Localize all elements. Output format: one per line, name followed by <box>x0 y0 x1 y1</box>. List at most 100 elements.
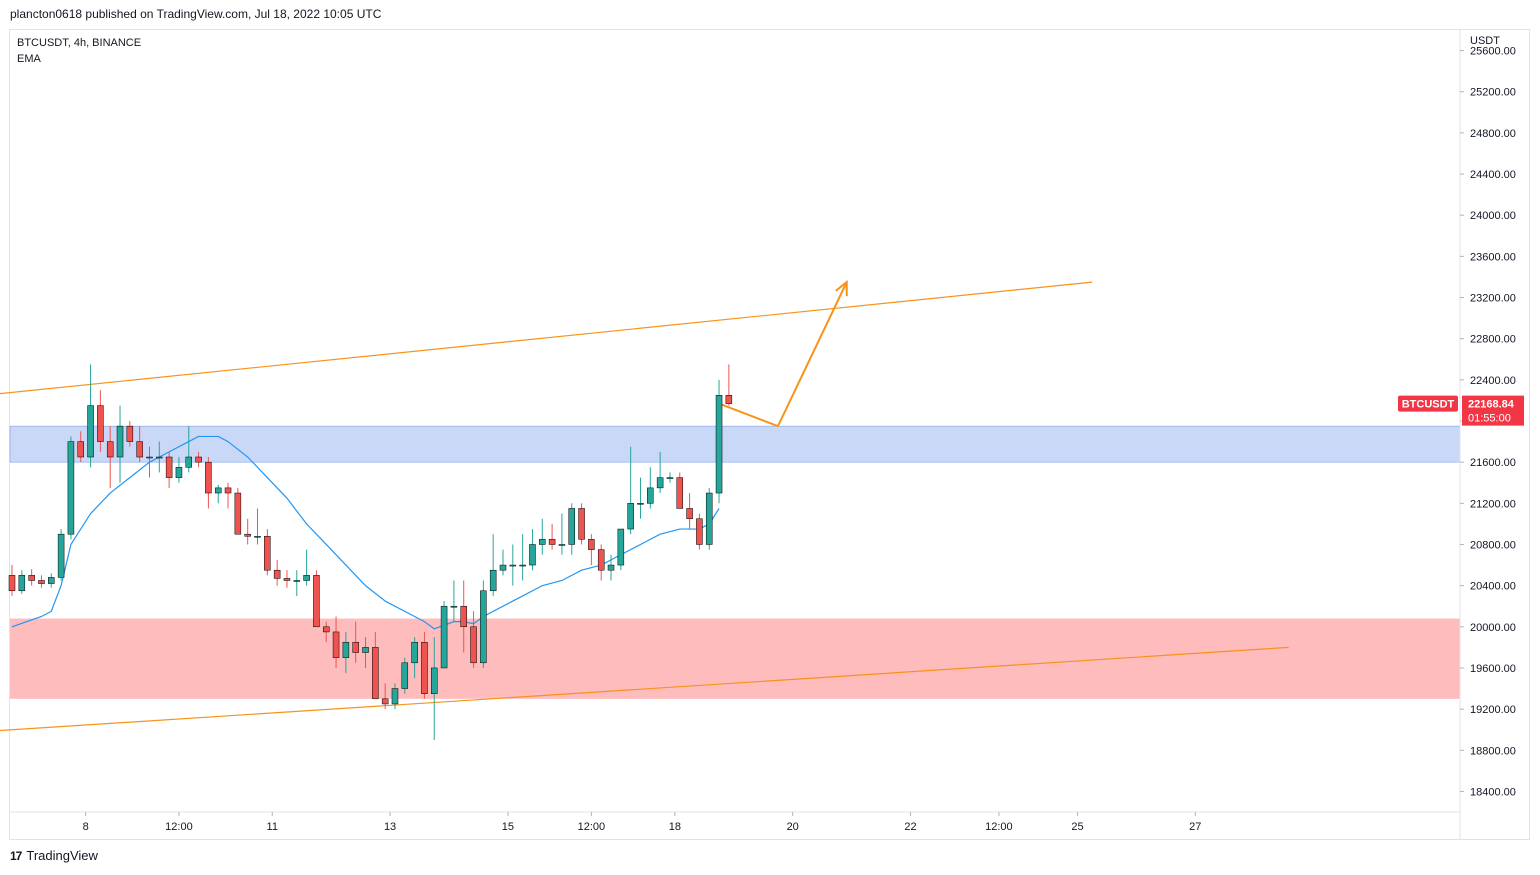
candle-body <box>146 456 153 459</box>
projection-path <box>718 281 848 428</box>
price-tick-label: 20400.00 <box>1470 581 1516 593</box>
price-tick-label: 21200.00 <box>1470 498 1516 510</box>
candle <box>332 616 340 668</box>
time-tick-label: 15 <box>502 821 514 833</box>
candle <box>156 441 163 473</box>
candle <box>185 426 193 473</box>
candle <box>617 528 625 571</box>
candle-body <box>440 605 448 669</box>
indicator-label[interactable]: EMA <box>17 53 41 65</box>
support-zone <box>10 618 1460 699</box>
candle-body <box>617 528 625 566</box>
candle <box>106 426 114 488</box>
candle-body <box>489 569 497 592</box>
candle <box>440 601 448 669</box>
candle <box>254 508 261 545</box>
candle-body <box>362 647 369 653</box>
symbol-tag <box>1398 395 1458 412</box>
candle-body <box>97 405 104 442</box>
candle <box>568 503 575 555</box>
candle <box>303 549 310 586</box>
symbol-legend: BTCUSDT, 4h, BINANCE EMA <box>17 35 141 67</box>
candle <box>116 405 124 483</box>
candle <box>293 570 301 596</box>
candle <box>342 631 350 674</box>
lower-trendline <box>0 646 1289 732</box>
candle-body <box>283 578 291 581</box>
candle <box>97 390 104 452</box>
projection-arrow-icon <box>835 280 848 297</box>
candle-body <box>106 441 114 458</box>
candle-body <box>116 425 124 458</box>
time-tick-label: 8 <box>83 821 89 833</box>
footer-brand[interactable]: 17 TradingView <box>10 848 98 863</box>
candle-body <box>421 641 428 694</box>
ema-layer <box>11 435 720 630</box>
candle-body <box>136 441 143 458</box>
candle <box>666 472 674 483</box>
candle-body <box>165 456 173 478</box>
candle-body <box>705 492 713 545</box>
candle-body <box>175 467 183 478</box>
candle-body <box>548 539 556 545</box>
candle <box>38 575 45 588</box>
candle-body <box>696 518 703 545</box>
candle-body <box>607 564 615 571</box>
candle-body <box>666 477 674 479</box>
candle <box>539 518 546 555</box>
candle <box>529 529 536 571</box>
price-tick-label: 22800.00 <box>1470 334 1516 346</box>
candle <box>283 570 291 588</box>
price-tick-label: 18800.00 <box>1470 745 1516 757</box>
candle <box>273 559 281 586</box>
price-tick-label: 24000.00 <box>1470 210 1516 222</box>
price-tick-label: 19600.00 <box>1470 663 1516 675</box>
symbol-title[interactable]: BTCUSDT, 4h, BINANCE <box>17 37 142 49</box>
price-axis-currency: USDT <box>1470 35 1500 47</box>
candle <box>499 549 507 576</box>
bar-countdown: 01:55:00 <box>1468 413 1511 425</box>
symbol-tag-label: BTCUSDT <box>1402 399 1455 411</box>
candle <box>696 513 703 550</box>
candle <box>411 637 418 679</box>
candle <box>637 477 644 519</box>
candle <box>77 431 84 463</box>
candle-body <box>529 544 536 566</box>
tradingview-logo-icon: 17 <box>10 848 22 863</box>
candle <box>421 631 428 699</box>
candle <box>460 580 467 653</box>
price-tick-label: 25600.00 <box>1470 46 1516 58</box>
candle-body <box>509 564 517 567</box>
candle-body <box>647 487 654 504</box>
candle <box>352 621 359 663</box>
brand-name: TradingView <box>26 848 98 863</box>
candle-body <box>8 575 16 592</box>
price-tick-label: 23200.00 <box>1470 293 1516 305</box>
candle <box>705 487 713 550</box>
candle <box>647 467 654 509</box>
candle <box>48 573 55 588</box>
time-tick-label: 25 <box>1071 821 1083 833</box>
candle-body <box>205 461 212 494</box>
candle-body <box>588 539 595 550</box>
candle-body <box>195 456 202 463</box>
candle-body <box>313 575 320 628</box>
candle-body <box>431 667 438 694</box>
candle-body <box>480 590 487 664</box>
price-tick-label: 24400.00 <box>1470 169 1516 181</box>
time-tick-label: 13 <box>384 821 396 833</box>
candle <box>607 554 615 581</box>
candle <box>381 683 389 710</box>
candle-body <box>38 580 45 584</box>
time-axis: 8 12:00 11 13 15 12:00 18 20 22 12:00 25 27 <box>10 811 1460 833</box>
candle <box>67 436 75 540</box>
price-tick-label: 20000.00 <box>1470 622 1516 634</box>
candle-body <box>342 641 350 658</box>
candle <box>627 446 634 535</box>
candle <box>480 580 487 668</box>
candle-body <box>499 564 507 571</box>
candle-body <box>273 569 281 579</box>
candle-body <box>322 626 330 633</box>
candle <box>57 529 65 581</box>
